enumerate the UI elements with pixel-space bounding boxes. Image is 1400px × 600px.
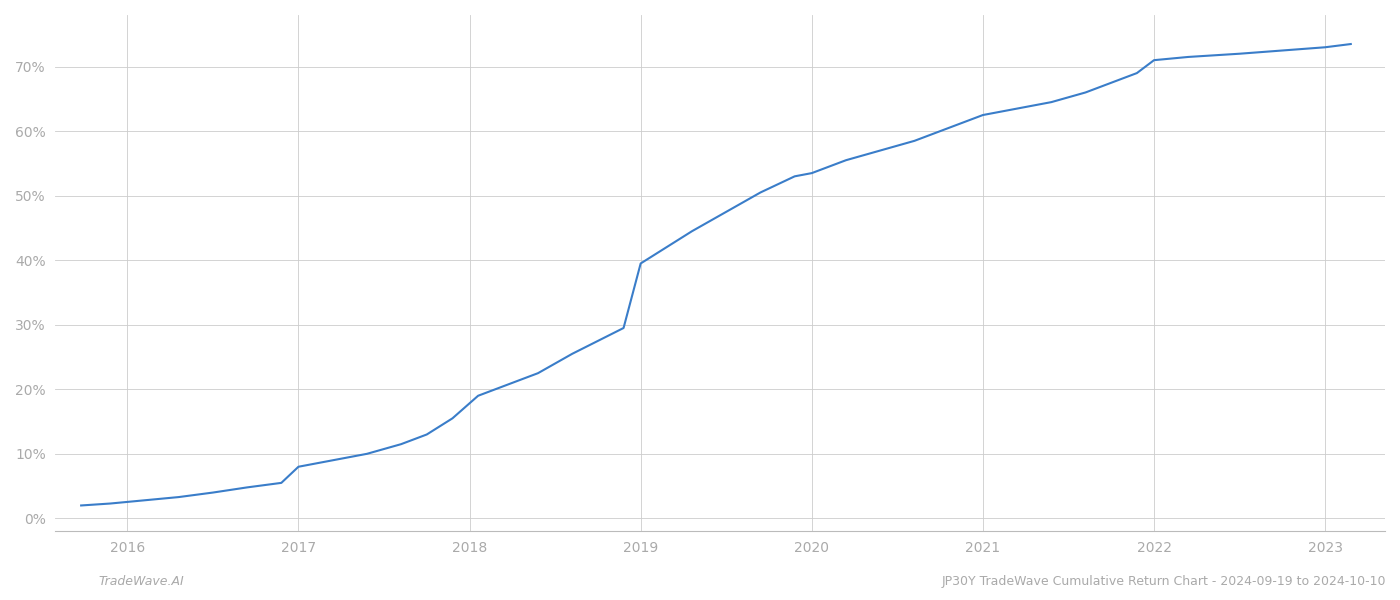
Text: JP30Y TradeWave Cumulative Return Chart - 2024-09-19 to 2024-10-10: JP30Y TradeWave Cumulative Return Chart … (941, 575, 1386, 588)
Text: TradeWave.AI: TradeWave.AI (98, 575, 183, 588)
